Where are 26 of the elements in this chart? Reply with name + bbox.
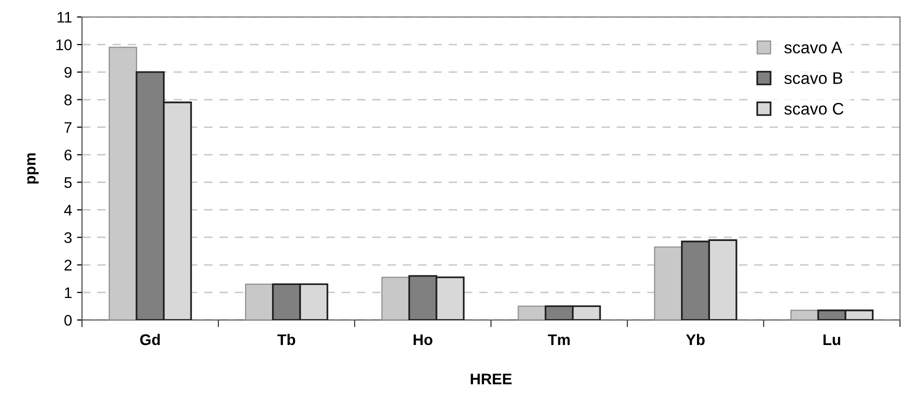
legend-label: scavo A — [784, 42, 842, 54]
y-tick-label: 6 — [64, 150, 72, 160]
bar — [518, 306, 546, 320]
y-tick-label: 1 — [64, 287, 72, 298]
x-tick-label: Ho — [414, 334, 432, 346]
y-tick-label: 9 — [64, 66, 72, 78]
x-tick-label: Gd — [140, 334, 160, 346]
bar — [790, 310, 819, 320]
x-axis-title: HREE — [470, 374, 512, 384]
y-axis-title: ppm — [27, 153, 39, 184]
bar — [245, 284, 274, 320]
y-tick-label: 5 — [64, 177, 72, 188]
x-tick-label: Tm — [548, 334, 570, 345]
x-tick-label: Yb — [686, 334, 705, 346]
y-tick-label: 7 — [64, 122, 72, 133]
x-tick-label: Lu — [824, 334, 840, 346]
y-tick-label: 10 — [56, 39, 72, 50]
legend-label: scavo C — [784, 102, 844, 115]
y-tick-label: 3 — [64, 232, 72, 244]
y-tick-label: 11 — [58, 12, 72, 23]
x-tick-label: Tb — [277, 334, 296, 346]
y-tick-label: 0 — [64, 314, 72, 326]
y-tick-label: 4 — [64, 204, 72, 216]
y-tick-label: 8 — [64, 94, 72, 106]
y-tick-label: 2 — [64, 260, 72, 270]
legend-label: scavo B — [784, 72, 842, 84]
